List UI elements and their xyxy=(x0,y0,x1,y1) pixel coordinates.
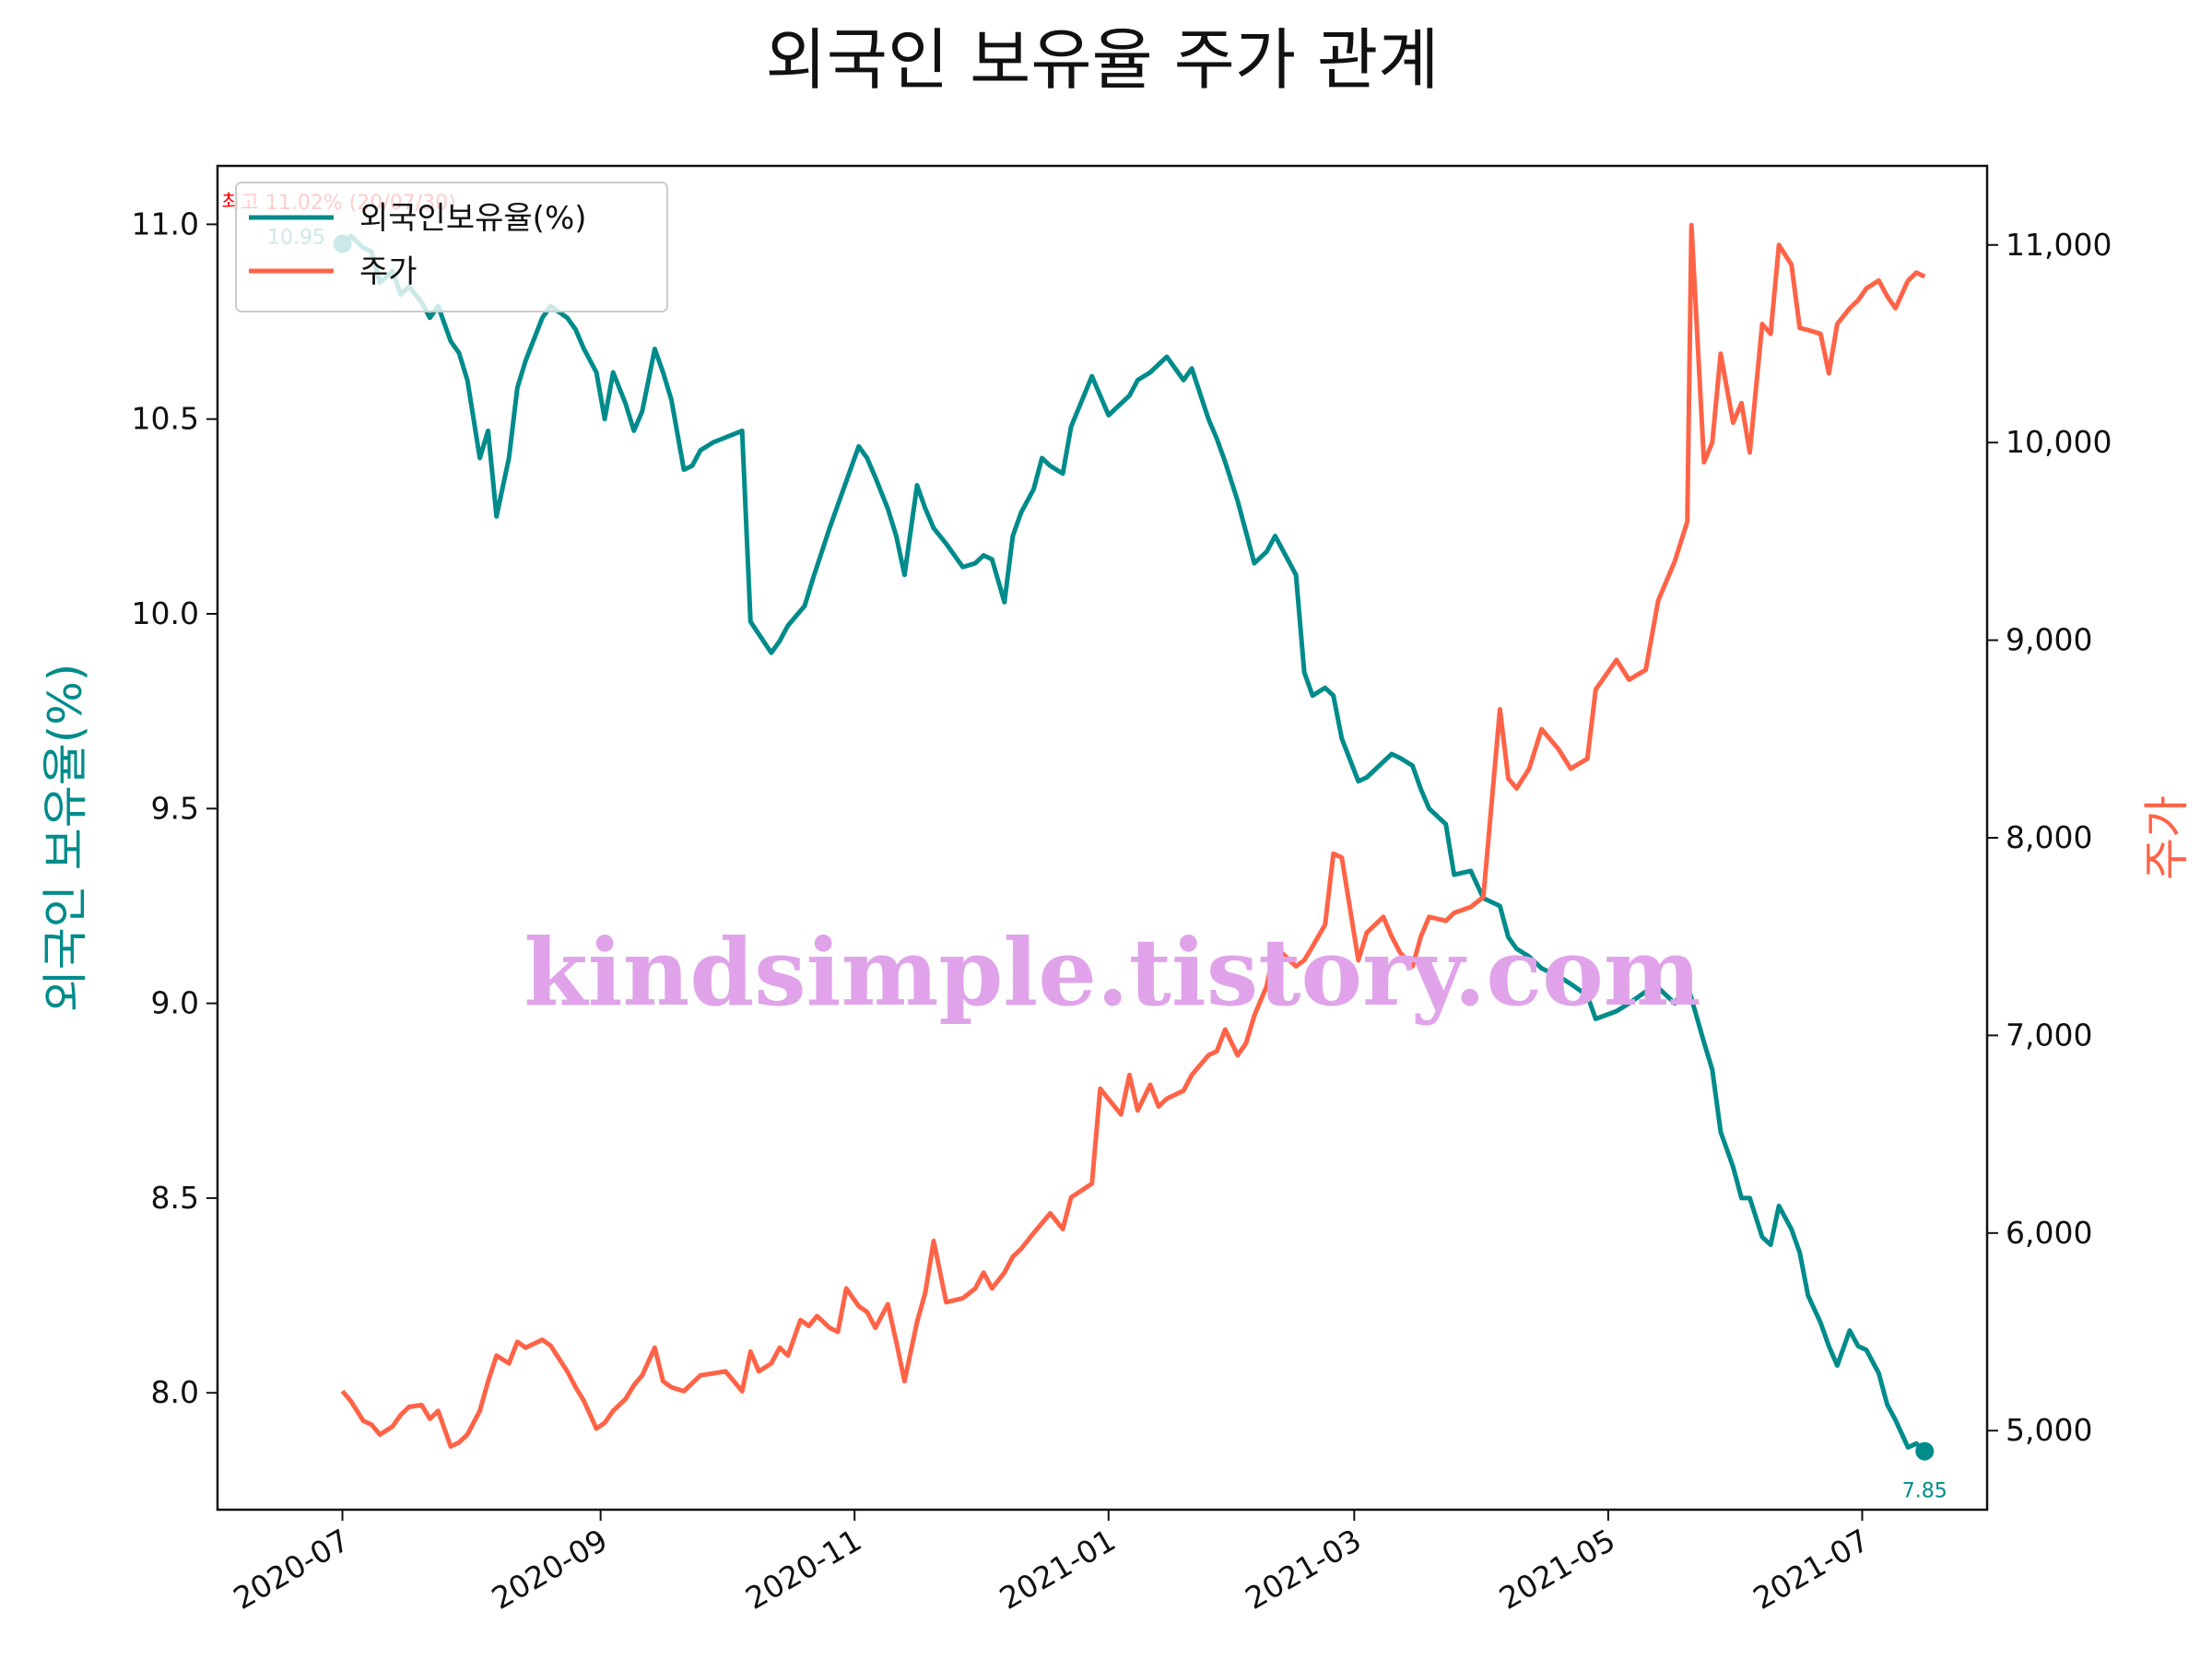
chart-title: 외국인 보유율 주가 관계 xyxy=(765,21,1439,99)
y2-tick-label: 8,000 xyxy=(2006,819,2092,855)
series-line-foreign-ratio xyxy=(340,233,1926,1453)
watermark: kindsimple.tistory.com xyxy=(524,918,1700,1027)
series-layer xyxy=(333,222,1935,1461)
ticks-layer: 2020-07 2020-09 2020-11 2021-01 2021-03 2021-… xyxy=(132,206,2112,1616)
left-axis-label: 외국인 보유율(%) xyxy=(39,664,92,1012)
x-tick-label: 2021-07 xyxy=(1747,1522,1876,1617)
right-axis-label: 주가 xyxy=(2140,795,2194,880)
y2-tick-label: 11,000 xyxy=(2006,227,2112,263)
y2-tick-label: 10,000 xyxy=(2006,424,2112,460)
legend: 외국인보유율(%) 주가 xyxy=(235,182,668,312)
y1-tick-label: 8.5 xyxy=(151,1180,199,1216)
y1-tick-label: 8.0 xyxy=(151,1374,199,1410)
x-tick-label: 2020-07 xyxy=(228,1522,356,1617)
y1-tick-label: 10.5 xyxy=(132,401,199,437)
y1-tick-label: 9.5 xyxy=(151,790,199,826)
x-tick-label: 2020-09 xyxy=(486,1522,614,1617)
x-tick-label: 2020-11 xyxy=(739,1522,867,1617)
x-tick-label: 2021-01 xyxy=(994,1522,1122,1617)
y1-tick-label: 10.0 xyxy=(132,595,199,631)
y1-tick-label: 9.0 xyxy=(151,985,199,1021)
x-tick-label: 2021-03 xyxy=(1239,1522,1367,1617)
legend-label-stock-price: 주가 xyxy=(359,253,418,290)
y2-tick-label: 5,000 xyxy=(2006,1412,2092,1448)
legend-box xyxy=(235,182,668,312)
y2-tick-label: 7,000 xyxy=(2006,1017,2092,1053)
x-tick-label: 2021-05 xyxy=(1493,1522,1621,1617)
end-marker xyxy=(1915,1441,1935,1461)
y2-tick-label: 6,000 xyxy=(2006,1215,2092,1251)
series-line-stock-price xyxy=(340,222,1926,1449)
y2-tick-label: 9,000 xyxy=(2006,622,2092,658)
annotation-label: 7.85 xyxy=(1902,1480,1947,1503)
legend-label-foreign-ratio: 외국인보유율(%) xyxy=(359,200,587,237)
y1-tick-label: 11.0 xyxy=(132,206,199,241)
